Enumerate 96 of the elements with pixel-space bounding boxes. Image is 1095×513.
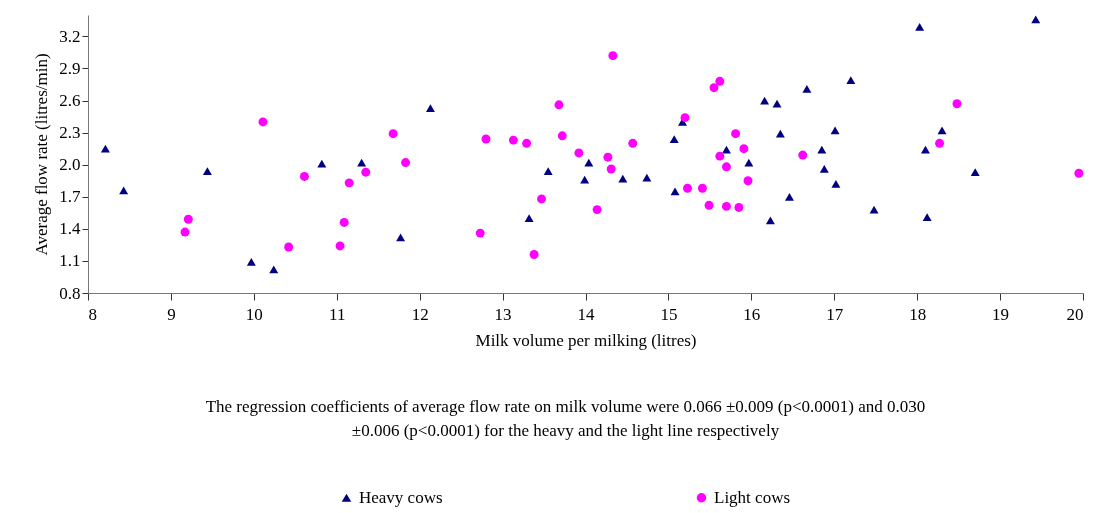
y-tick-label: 2.6 <box>59 91 81 111</box>
point <box>798 150 808 160</box>
point <box>299 171 309 181</box>
x-axis-title: Milk volume per milking (litres) <box>475 330 697 350</box>
x-tick-label: 20 <box>1066 304 1084 324</box>
x-tick-label: 19 <box>992 304 1010 324</box>
point <box>915 22 925 31</box>
point <box>920 145 930 154</box>
point <box>180 227 190 237</box>
x-tick-label: 10 <box>245 304 263 324</box>
point <box>772 99 782 108</box>
y-tick-label: 0.8 <box>59 283 81 303</box>
point <box>680 113 690 123</box>
y-tick-label: 2.0 <box>59 155 81 175</box>
point <box>683 183 692 193</box>
point <box>425 104 435 112</box>
point <box>731 129 741 139</box>
point <box>481 134 491 144</box>
point <box>529 250 539 259</box>
point <box>284 242 294 252</box>
point <box>580 175 590 184</box>
point <box>246 258 256 266</box>
point <box>721 162 731 172</box>
point <box>704 200 714 210</box>
point <box>119 186 129 195</box>
point <box>522 138 532 148</box>
point <box>922 213 932 221</box>
legend-label: Light cows <box>714 487 791 507</box>
point <box>100 144 110 153</box>
point <box>721 145 731 154</box>
point <box>802 84 812 93</box>
point <box>628 138 638 148</box>
x-tick-label: 16 <box>743 304 761 324</box>
x-tick-label: 11 <box>329 304 346 324</box>
point <box>765 216 775 225</box>
point <box>721 201 731 211</box>
point <box>361 167 371 177</box>
point <box>388 129 398 139</box>
point <box>970 168 980 177</box>
point <box>592 205 602 215</box>
point <box>543 167 553 175</box>
point <box>608 51 618 61</box>
point <box>269 265 279 274</box>
legend-label: Heavy cows <box>359 487 443 507</box>
x-tick-label: 8 <box>88 304 97 324</box>
point <box>846 76 856 85</box>
point <box>697 183 707 193</box>
point <box>670 187 680 196</box>
point <box>339 217 349 227</box>
point <box>537 194 547 204</box>
point <box>952 99 962 109</box>
y-tick-label: 1.1 <box>59 251 81 271</box>
point <box>715 151 725 161</box>
point <box>475 228 485 238</box>
point <box>554 100 564 110</box>
point <box>524 214 534 223</box>
text: The regression coefficients of average flow rate on milk volume were 0.066 ±0.009 (p<0.0001) and 0.030 ±0.006 (p<0.0001) for the heavy and the light line respectively <box>205 397 926 440</box>
y-tick-label: 3.2 <box>59 26 81 46</box>
point <box>831 180 841 188</box>
x-tick-label: 15 <box>660 304 678 324</box>
point <box>202 167 212 175</box>
y-tick-label: 2.3 <box>59 123 81 143</box>
point <box>557 131 567 141</box>
x-tick-label: 18 <box>909 304 927 324</box>
point <box>1074 168 1084 178</box>
point <box>743 176 753 186</box>
point <box>775 129 785 138</box>
point <box>709 83 719 93</box>
point <box>734 203 744 212</box>
point <box>508 135 518 145</box>
point <box>669 135 679 143</box>
point <box>715 76 725 86</box>
point <box>819 165 829 173</box>
y-tick-label: 2.9 <box>59 58 81 78</box>
point <box>603 152 613 162</box>
point <box>606 164 616 174</box>
point <box>335 241 345 251</box>
point <box>817 145 827 154</box>
point <box>396 233 406 242</box>
point <box>1031 15 1041 24</box>
point <box>785 192 794 201</box>
point <box>574 148 584 158</box>
point <box>739 144 749 154</box>
y-tick-label: 1.4 <box>59 219 81 239</box>
y-tick-label: 1.7 <box>59 187 81 207</box>
point <box>258 117 268 127</box>
y-axis-title: Average flow rate (litres/min) <box>32 53 52 256</box>
point <box>183 214 193 224</box>
x-tick-label: 14 <box>577 304 595 324</box>
x-tick-label: 17 <box>826 304 844 324</box>
x-tick-label: 9 <box>167 304 176 324</box>
point <box>344 178 354 188</box>
point <box>401 158 411 168</box>
x-tick-label: 12 <box>411 304 429 324</box>
x-tick-label: 13 <box>494 304 512 324</box>
point <box>935 138 945 148</box>
